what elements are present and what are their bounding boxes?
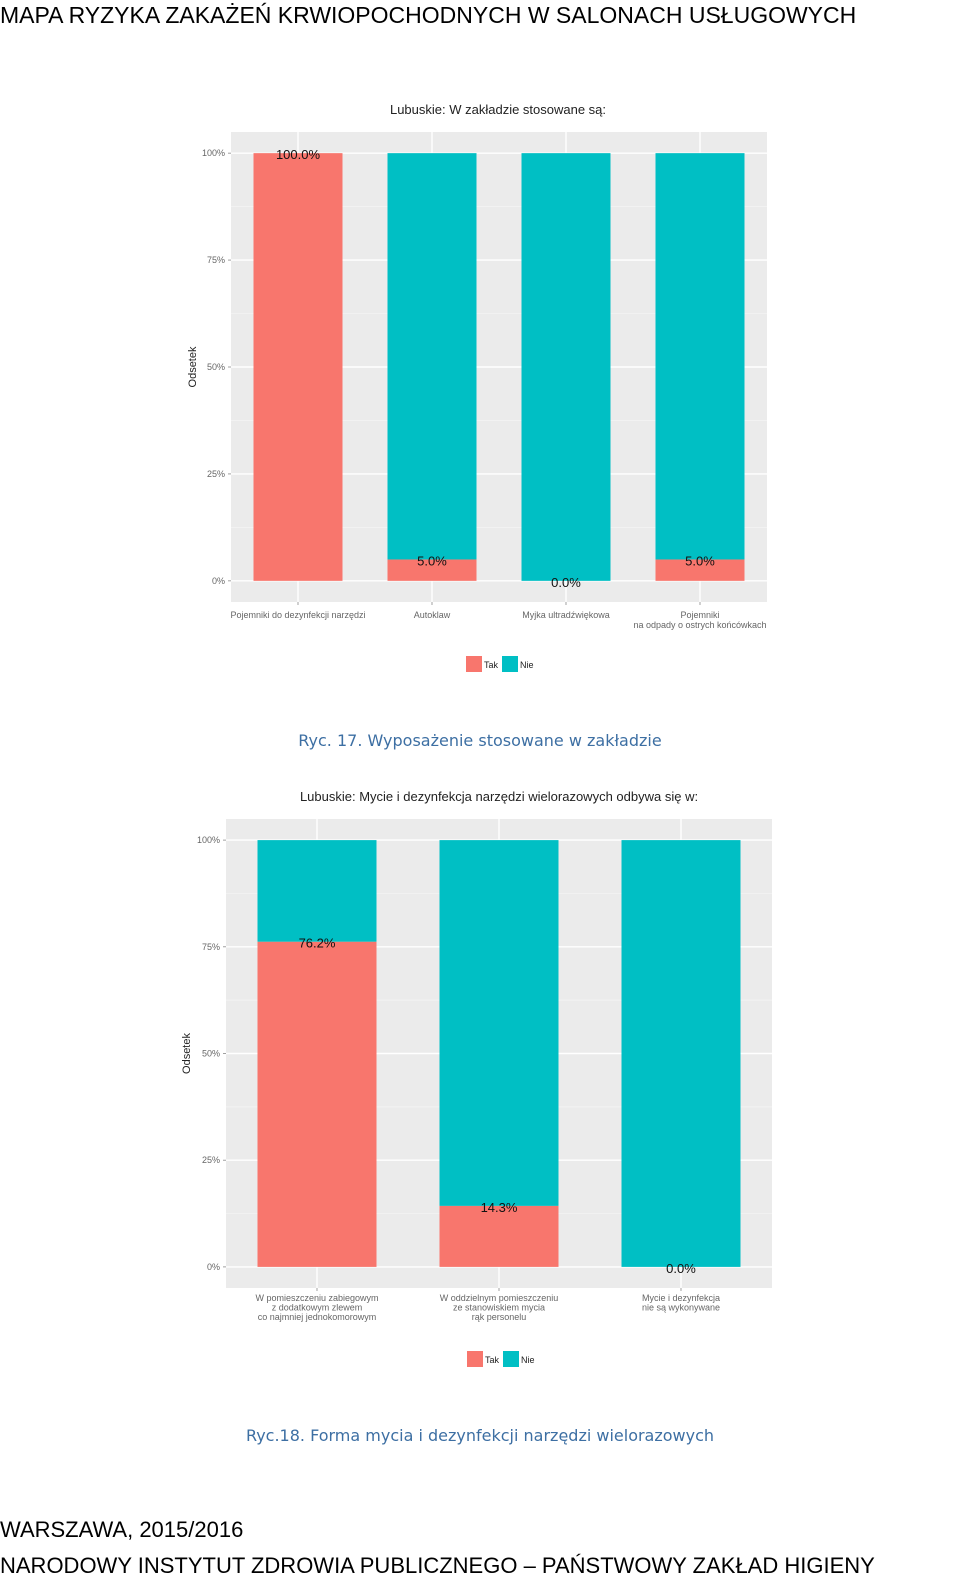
y-tick-label: 25% bbox=[202, 1155, 220, 1165]
y-axis-title: Odsetek bbox=[187, 346, 199, 387]
data-label: 5.0% bbox=[685, 553, 715, 568]
page-header: MAPA RYZYKA ZAKAŻEŃ KRWIOPOCHODNYCH W SA… bbox=[0, 2, 857, 28]
x-category-label: Pojemniki do dezynfekcji narzędzi bbox=[230, 610, 365, 620]
y-tick-label: 50% bbox=[207, 362, 225, 372]
y-tick-label: 0% bbox=[207, 1262, 220, 1272]
x-category-label: Autoklaw bbox=[414, 610, 451, 620]
data-label: 0.0% bbox=[551, 575, 581, 590]
data-label: 0.0% bbox=[666, 1261, 696, 1276]
y-tick-label: 100% bbox=[202, 148, 225, 158]
chart-title: Lubuskie: W zakładzie stosowane są: bbox=[390, 102, 606, 117]
bar-tak bbox=[257, 941, 377, 1267]
y-tick-label: 50% bbox=[202, 1049, 220, 1059]
data-label: 14.3% bbox=[481, 1200, 518, 1215]
footer-institution: NARODOWY INSTYTUT ZDROWIA PUBLICZNEGO – … bbox=[0, 1553, 875, 1578]
x-category-label: nie są wykonywane bbox=[642, 1303, 720, 1313]
x-category-label: ze stanowiskiem mycia bbox=[453, 1303, 545, 1313]
x-category-label: z dodatkowym zlewem bbox=[272, 1303, 363, 1313]
y-tick-label: 75% bbox=[207, 255, 225, 265]
bar-nie bbox=[521, 153, 611, 581]
data-label: 5.0% bbox=[417, 553, 447, 568]
x-category-label: Mycie i dezynfekcja bbox=[642, 1293, 720, 1303]
bar-nie bbox=[621, 840, 741, 1267]
chart-title: Lubuskie: Mycie i dezynfekcja narzędzi w… bbox=[300, 789, 698, 804]
legend-label-nie: Nie bbox=[521, 1355, 535, 1365]
bar-nie bbox=[387, 153, 477, 560]
legend-key-nie bbox=[502, 656, 518, 672]
figure-caption-18: Ryc.18. Forma mycia i dezynfekcji narzęd… bbox=[245, 1426, 715, 1445]
x-category-label: Myjka ultradźwiękowa bbox=[522, 610, 610, 620]
data-label: 76.2% bbox=[299, 936, 336, 951]
bar-nie bbox=[655, 153, 745, 560]
bar-tak bbox=[655, 559, 745, 581]
bar-tak bbox=[253, 153, 343, 581]
legend-key-nie bbox=[503, 1351, 519, 1367]
x-category-label: na odpady o ostrych końcówkach bbox=[633, 620, 766, 630]
x-category-label: W pomieszczeniu zabiegowym bbox=[255, 1293, 378, 1303]
bar-tak bbox=[387, 559, 477, 581]
y-tick-label: 0% bbox=[212, 576, 225, 586]
y-tick-label: 75% bbox=[202, 942, 220, 952]
equipment-bar-chart: Lubuskie: W zakładzie stosowane są: 0% 25%… bbox=[187, 102, 767, 672]
x-category-label: W oddzielnym pomieszczeniu bbox=[440, 1293, 559, 1303]
x-category-label: rąk personelu bbox=[472, 1312, 527, 1322]
legend-label-nie: Nie bbox=[520, 660, 534, 670]
y-axis-title: Odsetek bbox=[181, 1033, 193, 1074]
y-tick-label: 25% bbox=[207, 469, 225, 479]
x-category-label: co najmniej jednokomorowym bbox=[258, 1312, 377, 1322]
figure-caption-17: Ryc. 17. Wyposażenie stosowane w zakładz… bbox=[298, 731, 662, 750]
y-tick-label: 100% bbox=[197, 835, 220, 845]
data-label: 100.0% bbox=[276, 147, 321, 162]
bar-tak bbox=[439, 1205, 559, 1267]
legend-label-tak: Tak bbox=[484, 660, 499, 670]
footer-location-year: WARSZAWA, 2015/2016 bbox=[0, 1517, 244, 1542]
bar-nie bbox=[257, 840, 377, 942]
legend-key-tak bbox=[467, 1351, 483, 1367]
washing-bar-chart: Lubuskie: Mycie i dezynfekcja narzędzi w… bbox=[181, 789, 772, 1367]
bar-nie bbox=[439, 840, 559, 1206]
legend-key-tak bbox=[466, 656, 482, 672]
x-category-label: Pojemniki bbox=[680, 610, 719, 620]
legend-label-tak: Tak bbox=[485, 1355, 500, 1365]
